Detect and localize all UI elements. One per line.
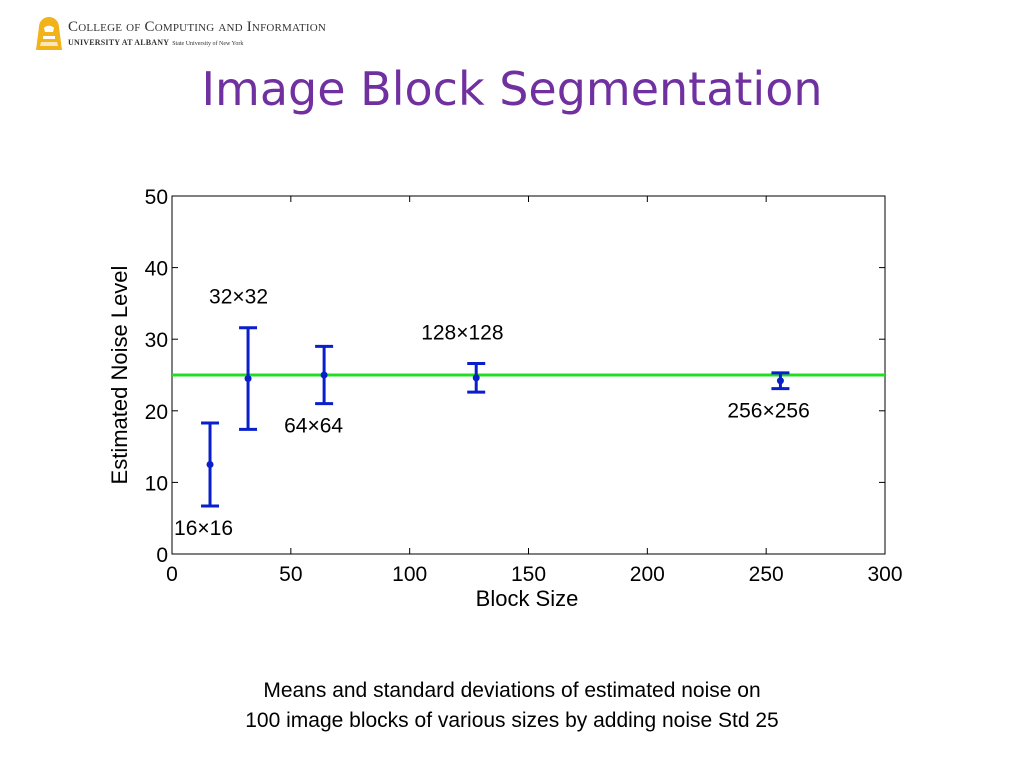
x-tick-label: 300 <box>867 563 902 586</box>
y-tick-label: 20 <box>145 401 168 424</box>
mean-point <box>776 377 784 385</box>
y-tick-label: 10 <box>145 472 168 495</box>
logo-university-name: UNIVERSITY AT ALBANY State University of … <box>68 38 243 47</box>
mean-point <box>244 375 252 383</box>
x-tick-label: 200 <box>630 563 665 586</box>
mean-point <box>320 371 328 379</box>
noise-errorbar-chart: 0 50 100 150 200 250 300 0 10 20 30 40 50 16×16 32×32 6… <box>107 186 903 611</box>
block-size-label: 128×128 <box>421 322 503 345</box>
x-tick-label: 150 <box>511 563 546 586</box>
caption-line-1: Means and standard deviations of estimat… <box>263 679 761 702</box>
plot-area: 0 50 100 150 200 250 300 0 10 20 30 40 50 16×16 32×32 6… <box>145 186 903 586</box>
y-tick-label: 50 <box>145 186 168 209</box>
logo-university-sub: State University of New York <box>172 41 244 47</box>
college-logo: College of Computing and Information UNI… <box>34 16 424 54</box>
y-tick-label: 0 <box>156 544 168 567</box>
mean-point <box>206 461 214 468</box>
x-tick-label: 250 <box>749 563 784 586</box>
x-axis-label: Block Size <box>476 586 579 611</box>
y-axis-label: Estimated Noise Level <box>107 266 132 485</box>
caption-line-2: 100 image blocks of various sizes by add… <box>245 709 779 732</box>
slide-title: Image Block Segmentation <box>201 62 823 116</box>
logo-college-name: College of Computing and Information <box>68 19 327 35</box>
y-tick-label: 40 <box>145 258 168 281</box>
logo-university-main: UNIVERSITY AT ALBANY <box>68 38 170 47</box>
mean-point <box>472 374 480 382</box>
block-size-label: 256×256 <box>727 400 809 423</box>
block-size-label: 32×32 <box>209 286 268 309</box>
x-tick-label: 100 <box>392 563 427 586</box>
block-size-label: 64×64 <box>284 415 343 438</box>
y-tick-label: 30 <box>145 329 168 352</box>
block-size-label: 16×16 <box>174 517 233 540</box>
x-tick-label: 0 <box>166 563 178 586</box>
figure-caption: Means and standard deviations of estimat… <box>0 676 1024 736</box>
college-mascot-icon <box>36 17 62 50</box>
x-tick-label: 50 <box>279 563 302 586</box>
